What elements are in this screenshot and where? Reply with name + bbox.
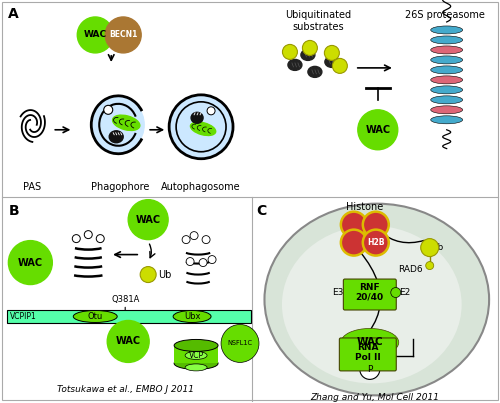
Text: Q381A: Q381A bbox=[111, 295, 140, 304]
Circle shape bbox=[8, 241, 52, 285]
Text: PAS: PAS bbox=[24, 182, 42, 192]
Circle shape bbox=[363, 212, 389, 238]
Circle shape bbox=[128, 199, 168, 240]
Circle shape bbox=[207, 107, 215, 115]
FancyBboxPatch shape bbox=[344, 279, 396, 310]
Text: Ubx: Ubx bbox=[184, 312, 200, 321]
Ellipse shape bbox=[430, 76, 462, 84]
Ellipse shape bbox=[301, 50, 315, 60]
Circle shape bbox=[72, 235, 80, 243]
Circle shape bbox=[360, 359, 380, 379]
Circle shape bbox=[363, 230, 389, 256]
Ellipse shape bbox=[74, 310, 117, 322]
Circle shape bbox=[341, 230, 367, 256]
Ellipse shape bbox=[191, 112, 203, 123]
Text: 26S proteasome: 26S proteasome bbox=[404, 10, 484, 20]
Circle shape bbox=[221, 324, 259, 362]
Ellipse shape bbox=[190, 122, 216, 135]
Circle shape bbox=[104, 105, 112, 114]
Text: WAC: WAC bbox=[365, 125, 390, 135]
Circle shape bbox=[96, 235, 104, 243]
Ellipse shape bbox=[264, 204, 489, 395]
Ellipse shape bbox=[174, 339, 218, 351]
Text: NSFL1C: NSFL1C bbox=[228, 341, 252, 347]
Ellipse shape bbox=[430, 56, 462, 64]
Ellipse shape bbox=[341, 328, 399, 356]
Ellipse shape bbox=[430, 66, 462, 74]
Circle shape bbox=[140, 266, 156, 283]
Ellipse shape bbox=[325, 56, 339, 67]
Text: WAC: WAC bbox=[356, 337, 383, 347]
Circle shape bbox=[208, 256, 216, 264]
Ellipse shape bbox=[282, 226, 462, 383]
Text: P: P bbox=[367, 365, 372, 374]
Text: Histone: Histone bbox=[346, 202, 384, 212]
Text: A: A bbox=[8, 7, 19, 21]
Circle shape bbox=[420, 239, 438, 257]
Ellipse shape bbox=[430, 46, 462, 54]
Circle shape bbox=[391, 287, 401, 297]
Text: Totsukawa et al., EMBO J 2011: Totsukawa et al., EMBO J 2011 bbox=[56, 385, 194, 394]
Circle shape bbox=[78, 17, 113, 53]
Circle shape bbox=[182, 236, 190, 243]
Ellipse shape bbox=[430, 116, 462, 124]
Text: Zhang and Yu, Mol Cell 2011: Zhang and Yu, Mol Cell 2011 bbox=[310, 393, 440, 402]
Ellipse shape bbox=[185, 364, 207, 371]
Text: B: B bbox=[8, 204, 19, 218]
Circle shape bbox=[426, 262, 434, 270]
Circle shape bbox=[302, 40, 318, 55]
Circle shape bbox=[282, 44, 298, 59]
Text: VCP: VCP bbox=[188, 351, 204, 360]
Ellipse shape bbox=[288, 59, 302, 71]
Circle shape bbox=[358, 110, 398, 150]
Circle shape bbox=[84, 231, 92, 239]
Text: RNA
Pol II: RNA Pol II bbox=[355, 343, 380, 362]
Text: WAC: WAC bbox=[18, 258, 43, 268]
Text: Ubiquitinated
substrates: Ubiquitinated substrates bbox=[285, 10, 351, 31]
Text: RAD6: RAD6 bbox=[398, 265, 423, 274]
Circle shape bbox=[341, 212, 367, 238]
Text: Autophagosome: Autophagosome bbox=[162, 182, 241, 192]
Circle shape bbox=[332, 58, 347, 73]
Ellipse shape bbox=[430, 26, 462, 34]
Text: BECN1: BECN1 bbox=[109, 31, 138, 39]
Ellipse shape bbox=[174, 357, 218, 370]
Ellipse shape bbox=[173, 310, 211, 322]
Text: WAC: WAC bbox=[116, 337, 141, 347]
Text: Ub: Ub bbox=[158, 270, 172, 280]
Circle shape bbox=[186, 258, 194, 266]
Circle shape bbox=[190, 232, 198, 240]
Circle shape bbox=[105, 17, 141, 53]
Text: H2B: H2B bbox=[367, 238, 384, 247]
Circle shape bbox=[107, 320, 149, 362]
Circle shape bbox=[202, 236, 210, 243]
Bar bbox=[174, 345, 218, 364]
Ellipse shape bbox=[112, 115, 140, 131]
Ellipse shape bbox=[430, 86, 462, 94]
Text: VCPIP1: VCPIP1 bbox=[10, 312, 37, 321]
Ellipse shape bbox=[92, 98, 144, 152]
Ellipse shape bbox=[430, 36, 462, 44]
Text: Ub: Ub bbox=[432, 243, 444, 252]
Text: RNF
20/40: RNF 20/40 bbox=[356, 283, 384, 302]
Ellipse shape bbox=[430, 96, 462, 104]
FancyBboxPatch shape bbox=[340, 338, 396, 371]
Text: E3: E3 bbox=[332, 288, 344, 297]
Circle shape bbox=[199, 259, 207, 266]
Ellipse shape bbox=[109, 131, 123, 143]
Text: WAC: WAC bbox=[136, 215, 160, 224]
Circle shape bbox=[324, 46, 340, 60]
Text: C: C bbox=[256, 204, 266, 218]
Bar bbox=[8, 310, 251, 324]
Ellipse shape bbox=[308, 66, 322, 77]
Circle shape bbox=[176, 102, 226, 152]
Text: Otu: Otu bbox=[88, 312, 103, 321]
Text: Phagophore: Phagophore bbox=[91, 182, 150, 192]
Text: WAC: WAC bbox=[84, 31, 107, 39]
Ellipse shape bbox=[185, 351, 207, 359]
Circle shape bbox=[169, 95, 233, 159]
Ellipse shape bbox=[430, 106, 462, 114]
Text: E2: E2 bbox=[399, 288, 410, 297]
